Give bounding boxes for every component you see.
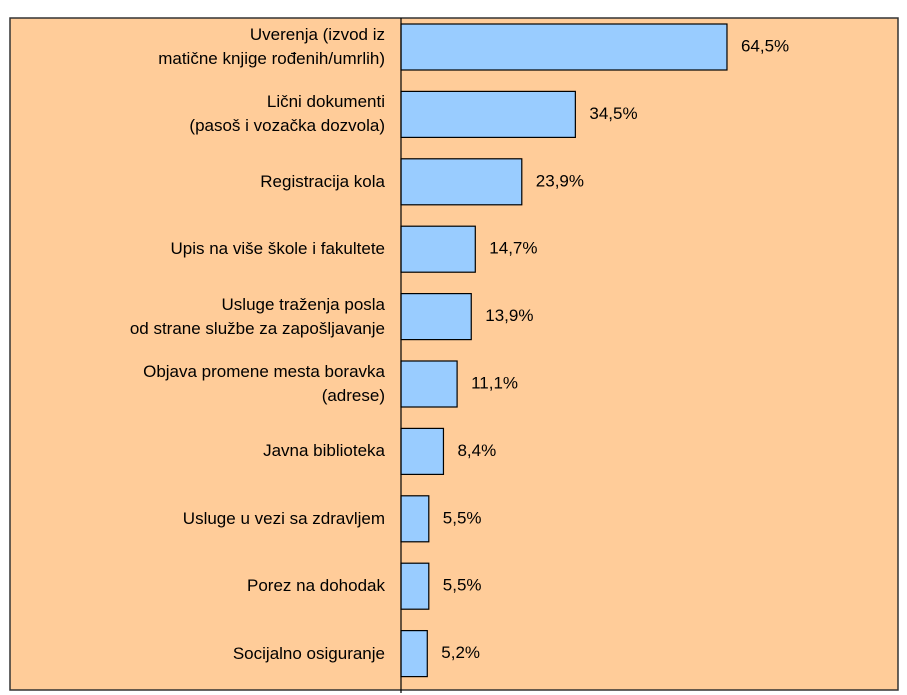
category-label: Javna biblioteka [263,441,385,461]
value-label: 5,2% [441,643,480,662]
value-label: 5,5% [443,508,482,527]
bar [400,427,445,475]
category-label: Usluge u vezi sa zdravljem [182,508,385,528]
bar [400,23,728,71]
category-label: Porez na dohodak [247,576,385,596]
bar [400,360,458,408]
category-label: Objava promene mesta boravka (adrese) [143,362,385,405]
bar [400,562,430,610]
value-label: 5,5% [443,576,482,595]
bar [400,293,472,341]
category-label: Upis na više škole i fakultete [170,239,386,259]
value-label: 64,5% [741,36,789,55]
category-label: Usluge traženja posla od strane službe z… [129,294,385,338]
bar [400,629,428,678]
category-label: Lični dokumenti (pasoš i vozačka dozvola… [189,92,385,136]
category-label: Socijalno osiguranje [232,643,385,663]
value-label: 13,9% [485,306,533,325]
bar [400,158,523,206]
value-label: 8,4% [457,441,496,460]
value-label: 11,1% [471,373,518,392]
category-label: Uverenja (izvod iz matične knjige rođeni… [158,25,385,68]
value-label: 14,7% [489,239,537,258]
bar [400,90,576,139]
bar [400,225,476,273]
value-label: 34,5% [589,104,637,123]
value-label: 23,9% [536,171,584,190]
bar [400,495,430,543]
category-label: Registracija kola [260,171,385,191]
